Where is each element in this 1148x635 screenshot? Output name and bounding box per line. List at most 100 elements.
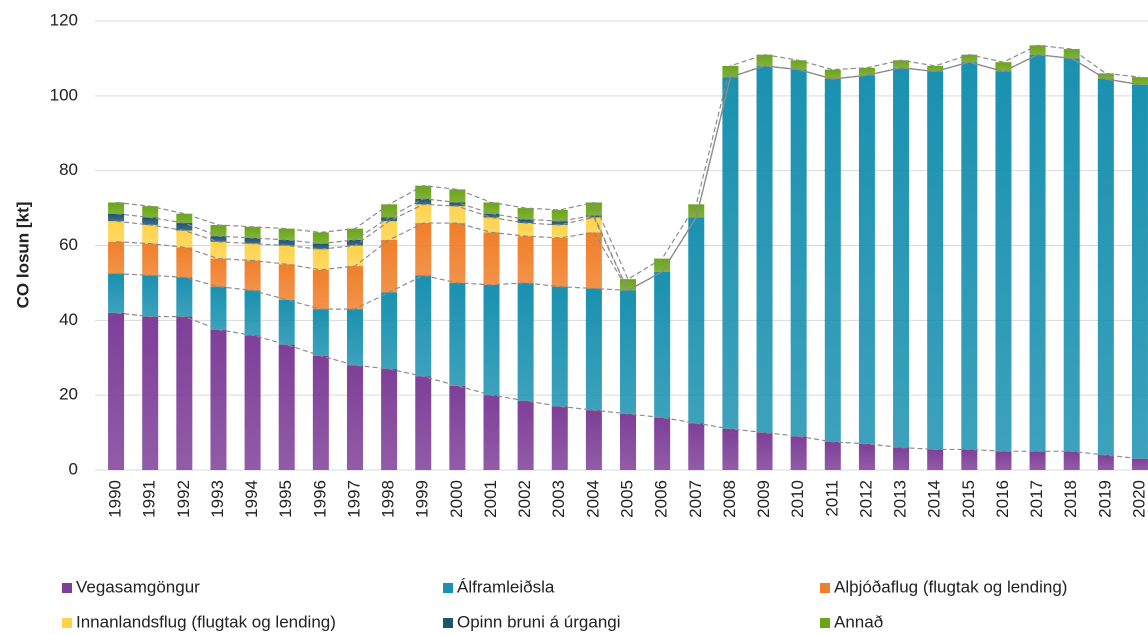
x-tick-label: 1993	[208, 480, 227, 518]
x-tick-label: 1996	[310, 480, 329, 518]
bar-segment	[585, 217, 602, 233]
legend-label: Innanlandsflug (flugtak og lending)	[76, 612, 336, 631]
connector-line	[115, 54, 1141, 292]
connector-line	[116, 54, 1141, 292]
bar-segment	[415, 185, 432, 199]
bar-segment	[995, 62, 1012, 72]
bar-segment	[893, 60, 910, 68]
y-tick-label: 120	[50, 10, 78, 29]
bar-segment	[381, 292, 398, 369]
bar-segment	[346, 228, 363, 240]
legend-swatch	[443, 583, 453, 593]
x-tick-label: 2001	[481, 480, 500, 518]
x-tick-label: 2017	[1027, 480, 1046, 518]
x-tick-label: 1997	[344, 480, 363, 518]
bar-segment	[790, 436, 807, 470]
bar-segment	[278, 239, 295, 246]
bar-segment	[551, 224, 568, 239]
bar-segment	[415, 198, 432, 205]
x-tick-label: 2014	[925, 480, 944, 518]
bar-segment	[551, 209, 568, 222]
bar-segment	[654, 271, 671, 418]
bar-segment	[449, 189, 466, 203]
legend-swatch	[820, 618, 830, 628]
bar-segment	[517, 223, 534, 237]
bar-segment	[1131, 84, 1148, 459]
bar-segment	[278, 245, 295, 265]
x-tick-label: 2010	[788, 480, 807, 518]
legend-label: Álframleiðsla	[457, 577, 555, 596]
legend-label: Alþjóðaflug (flugtak og lending)	[834, 577, 1067, 596]
bar-segment	[858, 443, 875, 470]
bar-segment	[483, 202, 500, 214]
bar-segment	[893, 447, 910, 470]
bar-segment	[381, 239, 398, 293]
bar-segment	[176, 316, 193, 470]
bar-segment	[1063, 58, 1080, 452]
connector-line	[115, 44, 1141, 281]
x-tick-label: 2009	[754, 480, 773, 518]
x-tick-label: 2000	[447, 480, 466, 518]
x-tick-label: 2016	[993, 480, 1012, 518]
bar-segment	[824, 78, 841, 442]
bar-segment	[620, 413, 637, 470]
bar-segment	[142, 217, 159, 225]
bar-segment	[688, 217, 705, 424]
bar-segment	[346, 239, 363, 246]
bar-segment	[1097, 455, 1114, 470]
bar-segment	[1131, 458, 1148, 470]
bar-segment	[927, 65, 944, 72]
x-tick-label: 1995	[276, 480, 295, 518]
bar-segment	[961, 449, 978, 470]
bar-segment	[756, 65, 773, 433]
y-tick-label: 40	[59, 310, 78, 329]
bar-segment	[108, 202, 125, 214]
bar-segment	[688, 204, 705, 218]
bar-segment	[483, 284, 500, 396]
bar-segment	[756, 432, 773, 470]
x-tick-label: 2015	[959, 480, 978, 518]
bar-segment	[210, 236, 227, 242]
bar-segment	[312, 243, 329, 250]
bar-segment	[449, 202, 466, 207]
x-tick-label: 2019	[1095, 480, 1114, 518]
bar-segment	[790, 60, 807, 70]
bar-segment	[176, 213, 193, 224]
bar-segment	[312, 355, 329, 470]
y-tick-label: 20	[59, 385, 78, 404]
bar-segment	[1063, 49, 1080, 59]
bar-segment	[415, 376, 432, 470]
x-tick-label: 2004	[583, 480, 602, 518]
x-tick-label: 2002	[515, 480, 534, 518]
bar-segment	[688, 423, 705, 470]
bar-segment	[824, 69, 841, 79]
bar-segment	[1131, 77, 1148, 85]
bar-segment	[278, 264, 295, 300]
bar-segment	[585, 202, 602, 216]
bar-segment	[142, 206, 159, 218]
bar-segment	[244, 226, 261, 239]
bar-segment	[927, 449, 944, 470]
connector-line	[116, 54, 1141, 310]
bar-segment	[449, 223, 466, 283]
bar-segment	[449, 206, 466, 224]
bar-segment	[722, 77, 739, 429]
y-tick-label: 100	[50, 85, 78, 104]
y-tick-label: 60	[59, 235, 78, 254]
bar-segment	[517, 236, 534, 283]
bar-segment	[278, 344, 295, 470]
legend-label: Vegasamgöngur	[76, 577, 200, 596]
bar-segment	[551, 406, 568, 470]
x-tick-label: 2008	[720, 480, 739, 518]
bar-segment	[108, 241, 125, 274]
legend-swatch	[62, 583, 72, 593]
bar-segment	[381, 204, 398, 218]
bar-segment	[722, 65, 739, 78]
bar-segment	[210, 329, 227, 470]
x-tick-label: 2006	[652, 480, 671, 518]
bar-segment	[244, 243, 261, 261]
bar-segment	[381, 221, 398, 240]
bar-segment	[654, 417, 671, 470]
bar-segment	[961, 54, 978, 63]
